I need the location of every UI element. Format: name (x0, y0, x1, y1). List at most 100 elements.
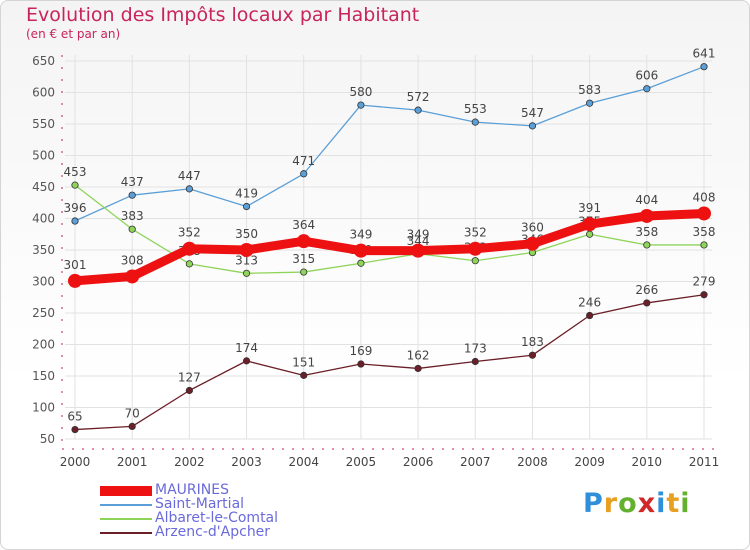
y-tick-label: 500 (32, 149, 55, 163)
legend-item-maurines: MAURINES (100, 482, 360, 498)
data-point-saint-martial (700, 63, 708, 71)
data-point-saint-martial (471, 118, 479, 126)
data-point-maurines (353, 243, 368, 258)
data-label-saint-martial: 437 (121, 175, 144, 189)
data-label-maurines: 352 (464, 226, 487, 240)
data-point-arzenc-d-apcher (528, 351, 537, 359)
data-point-saint-martial (643, 85, 651, 93)
series-line-arzenc-d-apcher (74, 294, 705, 431)
data-point-maurines (68, 273, 82, 288)
data-point-saint-martial (242, 202, 251, 211)
data-label-arzenc-d-apcher: 65 (67, 410, 82, 424)
data-label-maurines: 349 (407, 228, 430, 242)
data-point-saint-martial (357, 101, 365, 109)
data-point-albaret-le-comtal (185, 260, 193, 268)
data-point-albaret-le-comtal (300, 268, 308, 276)
legend-swatch (100, 526, 152, 540)
data-label-saint-martial: 580 (349, 85, 372, 99)
x-tick-label: 2001 (117, 455, 148, 469)
data-label-albaret-le-comtal: 383 (121, 209, 144, 223)
data-point-arzenc-d-apcher (300, 371, 308, 379)
data-point-arzenc-d-apcher (242, 357, 251, 365)
x-tick-label: 2011 (689, 455, 720, 469)
data-label-maurines: 404 (635, 193, 658, 207)
data-point-albaret-le-comtal (242, 269, 251, 277)
data-point-albaret-le-comtal (700, 241, 708, 249)
legend-label: Albaret-le-Comtal (155, 510, 279, 526)
y-tick-label: 150 (32, 369, 55, 383)
y-tick-label: 50 (40, 432, 55, 446)
data-point-albaret-le-comtal (471, 257, 479, 265)
logo-letter: i (680, 488, 691, 519)
data-point-maurines (296, 234, 311, 249)
data-point-arzenc-d-apcher (586, 311, 594, 320)
logo-letter: t (666, 488, 681, 519)
data-point-maurines (182, 241, 197, 256)
data-label-arzenc-d-apcher: 169 (349, 344, 372, 358)
legend-item-saint-martial: Saint-Martial (100, 496, 360, 512)
data-label-saint-martial: 396 (64, 201, 87, 215)
data-point-maurines (239, 243, 254, 257)
data-label-saint-martial: 606 (635, 69, 658, 83)
data-label-saint-martial: 471 (292, 154, 315, 168)
data-label-arzenc-d-apcher: 162 (407, 348, 430, 362)
y-tick-label: 100 (32, 401, 55, 415)
data-label-saint-martial: 419 (235, 187, 258, 201)
data-label-arzenc-d-apcher: 70 (125, 406, 140, 420)
logo-letter: r (603, 488, 619, 519)
data-label-maurines: 352 (178, 226, 201, 240)
y-tick-label: 250 (32, 306, 55, 320)
logo-letter: i (656, 488, 667, 519)
data-point-arzenc-d-apcher (700, 291, 708, 299)
data-label-saint-martial: 553 (464, 102, 487, 116)
legend-swatch (100, 498, 152, 512)
data-label-arzenc-d-apcher: 174 (235, 341, 258, 355)
chart-subtitle: (en € et par an) (26, 27, 121, 41)
data-point-maurines (639, 208, 654, 223)
data-label-arzenc-d-apcher: 183 (521, 335, 544, 349)
legend-swatch (100, 484, 152, 498)
data-label-albaret-le-comtal: 313 (235, 253, 258, 267)
data-label-maurines: 301 (64, 258, 87, 272)
y-tick-label: 650 (32, 54, 55, 68)
data-point-arzenc-d-apcher (71, 425, 79, 434)
data-point-arzenc-d-apcher (414, 364, 422, 373)
x-tick-label: 2005 (346, 455, 377, 469)
legend-label: MAURINES (155, 482, 229, 498)
y-tick-label: 550 (32, 117, 55, 131)
x-tick-label: 2008 (517, 455, 548, 469)
data-label-saint-martial: 641 (693, 47, 716, 61)
chart-title: Evolution des Impôts locaux par Habitant (26, 4, 420, 26)
data-label-albaret-le-comtal: 358 (693, 225, 716, 239)
data-label-albaret-le-comtal: 358 (635, 225, 658, 239)
data-point-arzenc-d-apcher (357, 360, 365, 368)
x-tick-label: 2009 (574, 455, 605, 469)
legend-item-arzenc-d-apcher: Arzenc-d'Apcher (100, 524, 360, 540)
data-point-albaret-le-comtal (128, 225, 136, 233)
legend-item-albaret-le-comtal: Albaret-le-Comtal (100, 510, 360, 526)
data-label-arzenc-d-apcher: 246 (578, 296, 601, 310)
y-tick-label: 400 (32, 212, 55, 226)
logo-letter: x (637, 488, 657, 519)
data-point-saint-martial (300, 170, 308, 178)
y-tick-label: 450 (32, 180, 55, 194)
logo-letter: o (618, 488, 638, 519)
data-label-arzenc-d-apcher: 279 (693, 275, 716, 289)
data-label-maurines: 308 (121, 253, 144, 267)
data-label-saint-martial: 583 (578, 83, 601, 97)
data-point-saint-martial (414, 106, 422, 114)
data-point-albaret-le-comtal (357, 259, 365, 267)
data-point-maurines (582, 217, 597, 232)
data-point-albaret-le-comtal (586, 230, 594, 238)
data-point-saint-martial (128, 191, 136, 199)
data-label-maurines: 350 (235, 227, 258, 241)
data-label-albaret-le-comtal: 315 (292, 252, 315, 266)
data-label-albaret-le-comtal: 453 (64, 165, 87, 179)
x-tick-label: 2004 (288, 455, 319, 469)
x-tick-label: 2006 (403, 455, 434, 469)
data-point-albaret-le-comtal (71, 181, 79, 189)
series-line-saint-martial (74, 66, 705, 222)
data-label-arzenc-d-apcher: 173 (464, 342, 487, 356)
data-point-arzenc-d-apcher (128, 422, 136, 430)
